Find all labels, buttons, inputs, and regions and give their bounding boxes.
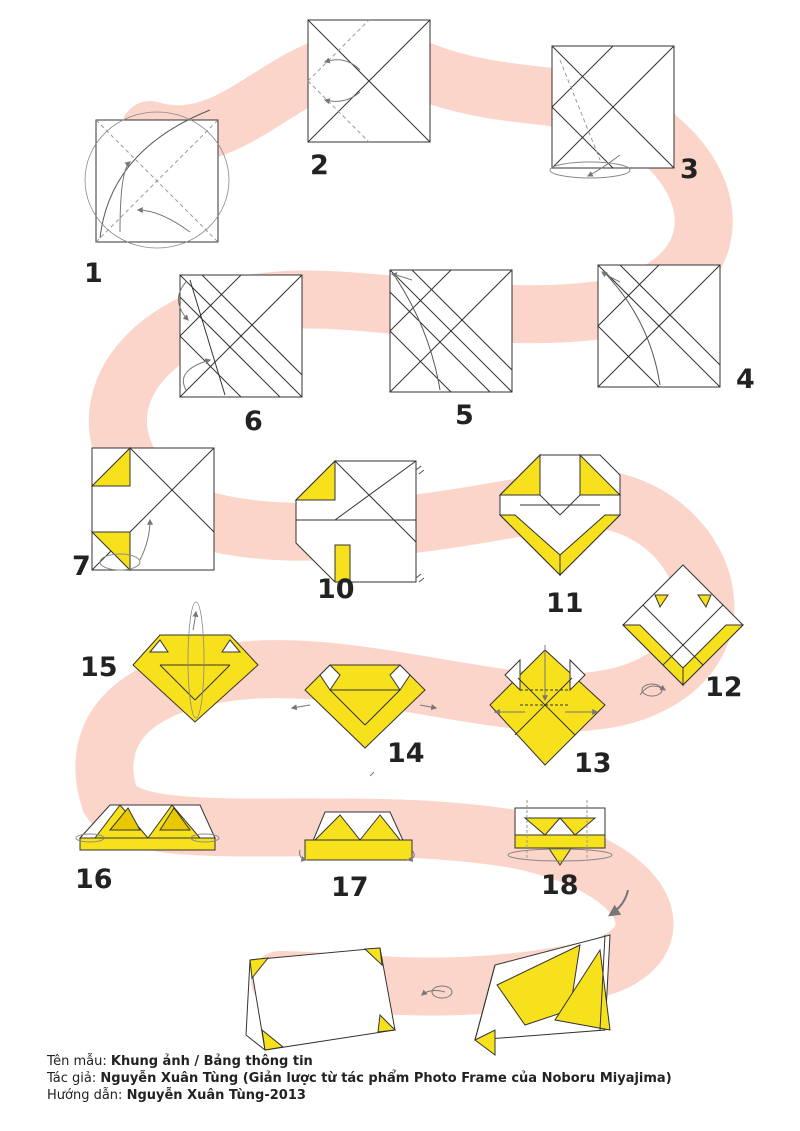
step-number: 3 <box>680 154 699 185</box>
credit-value: Nguyễn Xuân Tùng (Giản lược từ tác phẩm … <box>100 1071 672 1086</box>
credit-model-name: Tên mẫu: Khung ảnh / Bảng thông tin <box>47 1053 672 1070</box>
step-number: 2 <box>310 150 329 181</box>
photo-frame-figure <box>245 947 397 1051</box>
step-17-figure <box>299 811 415 862</box>
turn-over-icon <box>639 683 666 697</box>
step-13-figure <box>489 645 606 766</box>
step-6-figure <box>178 274 303 398</box>
credit-label: Tác giả: <box>47 1071 101 1086</box>
step-1-figure <box>84 109 230 249</box>
credit-value: Khung ảnh / Bảng thông tin <box>110 1054 313 1069</box>
credit-author: Tác giả: Nguyễn Xuân Tùng (Giản lược từ … <box>47 1070 672 1087</box>
step-number: 16 <box>75 864 113 895</box>
step-11-figure <box>498 453 622 577</box>
step-number: 5 <box>455 400 474 431</box>
step-number: 10 <box>317 574 355 605</box>
step-number: 18 <box>541 870 579 901</box>
step-number: 12 <box>705 672 743 703</box>
step-number: 7 <box>72 551 91 582</box>
stand-figure <box>474 934 611 1056</box>
step-number: 13 <box>574 748 612 779</box>
step-number: 17 <box>331 872 369 903</box>
credit-value: Nguyễn Xuân Tùng-2013 <box>126 1088 306 1103</box>
credit-label: Hướng dẫn: <box>47 1088 127 1103</box>
step-15-figure <box>132 601 259 723</box>
credit-label: Tên mẫu: <box>47 1054 111 1069</box>
step-number: 15 <box>80 652 118 683</box>
step-14-figure <box>290 664 438 777</box>
step-2-figure <box>307 19 431 143</box>
step-4-figure <box>597 264 721 388</box>
step-number: 4 <box>736 364 755 395</box>
step-10-figure <box>294 459 425 583</box>
step-number: 14 <box>387 738 425 769</box>
step-18-figure <box>507 800 613 866</box>
credits: Tên mẫu: Khung ảnh / Bảng thông tin Tác … <box>47 1053 672 1104</box>
step-5-figure <box>389 269 513 393</box>
step-12-figure <box>621 564 745 687</box>
step-3-figure <box>549 45 675 179</box>
step-7-figure <box>90 446 215 572</box>
step-number: 1 <box>84 258 103 289</box>
credit-guide: Hướng dẫn: Nguyễn Xuân Tùng-2013 <box>47 1087 672 1104</box>
turn-over-icon-2 <box>421 985 453 999</box>
step-16-figure <box>75 804 220 851</box>
step-number: 11 <box>546 588 584 619</box>
arrow-down-icon <box>608 889 629 917</box>
step-number: 6 <box>244 406 263 437</box>
